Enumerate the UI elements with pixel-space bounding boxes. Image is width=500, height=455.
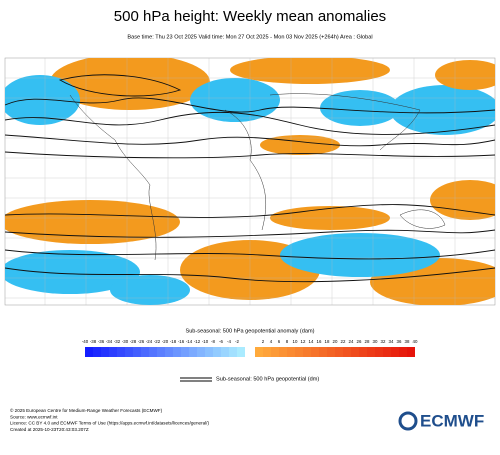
colorbar-tick-label: 22 — [341, 339, 346, 344]
colorbar-swatch — [165, 347, 173, 357]
colorbar-tick-label: 10 — [293, 339, 298, 344]
colorbar-swatch — [343, 347, 351, 357]
colorbar-tick-label: -12 — [194, 339, 201, 344]
title: 500 hPa height: Weekly mean anomalies — [114, 8, 386, 25]
colorbar-swatch — [287, 347, 295, 357]
colorbar-swatch — [221, 347, 229, 357]
colorbar-swatch — [407, 347, 415, 357]
colorbar-tick-label: 16 — [317, 339, 322, 344]
colorbar-tick-label: 26 — [357, 339, 362, 344]
colorbar-tick-label: -18 — [170, 339, 177, 344]
colorbar-tick-label: 18 — [325, 339, 330, 344]
colorbar-swatch — [149, 347, 157, 357]
colorbar-swatch — [399, 347, 407, 357]
colorbar-tick-label: 36 — [397, 339, 402, 344]
legend-label: Sub-seasonal: 500 hPa geopotential (dm) — [216, 376, 319, 382]
colorbar-tick-label: 40 — [413, 339, 418, 344]
colorbar-swatch — [189, 347, 197, 357]
colorbar-tick-label: 6 — [278, 339, 281, 344]
colorbar-tick-label: -20 — [162, 339, 169, 344]
logo-text: ECMWF — [420, 411, 484, 430]
colorbar-swatch — [271, 347, 279, 357]
colorbar-swatch — [263, 347, 271, 357]
colorbar-tick-label: -2 — [235, 339, 239, 344]
colorbar-tick-label: -10 — [202, 339, 209, 344]
colorbar-swatch — [237, 347, 245, 357]
colorbar-swatch — [351, 347, 359, 357]
footer-line: © 2025 European Centre for Medium-Range … — [10, 407, 163, 413]
footer: © 2025 European Centre for Medium-Range … — [10, 407, 209, 432]
colorbar-tick-label: 12 — [301, 339, 306, 344]
colorbar-swatch — [141, 347, 149, 357]
colorbar-tick-label: -32 — [114, 339, 121, 344]
colorbar-tick-label: -40 — [82, 339, 89, 344]
colorbar-tick-label: 32 — [381, 339, 386, 344]
colorbar-swatch — [85, 347, 93, 357]
colorbar-swatch — [173, 347, 181, 357]
colorbar-swatch — [311, 347, 319, 357]
colorbar-swatch — [229, 347, 237, 357]
colorbar-tick-label: 4 — [270, 339, 273, 344]
colorbar-tick-label: -22 — [154, 339, 161, 344]
colorbar-swatch — [391, 347, 399, 357]
colorbar-tick-label: -36 — [98, 339, 105, 344]
colorbar-swatch — [157, 347, 165, 357]
colorbar-swatch — [197, 347, 205, 357]
colorbar-swatch — [181, 347, 189, 357]
colorbar: -40 -38 -36 -34 -32 -30 -28 -26 -24 -22 -20 -18 -16-… — [82, 339, 418, 357]
colorbar-swatch — [125, 347, 133, 357]
colorbar-swatch — [279, 347, 287, 357]
map — [4, 57, 496, 306]
colorbar-swatch — [117, 347, 125, 357]
colorbar-tick-label: -28 — [130, 339, 137, 344]
colorbar-swatch — [327, 347, 335, 357]
colorbar-tick-label: 30 — [373, 339, 378, 344]
colorbar-swatch — [335, 347, 343, 357]
colorbar-swatch — [367, 347, 375, 357]
colorbar-tick-label: -6 — [219, 339, 223, 344]
colorbar-swatch — [109, 347, 117, 357]
colorbar-tick-label: 34 — [389, 339, 394, 344]
colorbar-swatch — [319, 347, 327, 357]
colorbar-swatch — [93, 347, 101, 357]
footer-line: Created at 2025-10-23T20:43:03.207Z — [10, 427, 89, 432]
footer-line: Licence: CC BY 4.0 and ECMWF Terms of Us… — [10, 421, 209, 426]
colorbar-swatch — [205, 347, 213, 357]
colorbar-tick-label: -38 — [90, 339, 97, 344]
subtitle: Base time: Thu 23 Oct 2025 Valid time: M… — [127, 34, 372, 40]
colorbar-swatch — [255, 347, 263, 357]
colorbar-tick-label: -16 — [178, 339, 185, 344]
colorbar-tick-label: 24 — [349, 339, 354, 344]
colorbar-swatch — [359, 347, 367, 357]
colorbar-tick-label: -14 — [186, 339, 193, 344]
colorbar-swatch — [213, 347, 221, 357]
colorbar-swatch — [375, 347, 383, 357]
logo: ECMWF — [398, 411, 484, 431]
colorbar-tick-label: 14 — [309, 339, 314, 344]
colorbar-tick-label: 20 — [333, 339, 338, 344]
colorbar-tick-label: 28 — [365, 339, 370, 344]
colorbar-swatch — [101, 347, 109, 357]
colorbar-tick-label: 8 — [286, 339, 289, 344]
colorbar-tick-label: -34 — [106, 339, 113, 344]
colorbar-tick-label: -4 — [227, 339, 231, 344]
colorbar-tick-label: 2 — [262, 339, 265, 344]
colorbar-tick-label: -8 — [211, 339, 215, 344]
footer-line: Source: www.ecmwf.int — [10, 414, 58, 419]
colorbar-swatch — [133, 347, 141, 357]
colorbar-tick-label: 38 — [405, 339, 410, 344]
colorbar-swatch — [383, 347, 391, 357]
colorbar-tick-label: -30 — [122, 339, 129, 344]
colorbar-swatch — [295, 347, 303, 357]
colorbar-tick-label: -26 — [138, 339, 145, 344]
colorbar-swatch — [303, 347, 311, 357]
colorbar-tick-label: -24 — [146, 339, 153, 344]
colorbar-title: Sub-seasonal: 500 hPa geopotential anoma… — [185, 328, 314, 334]
